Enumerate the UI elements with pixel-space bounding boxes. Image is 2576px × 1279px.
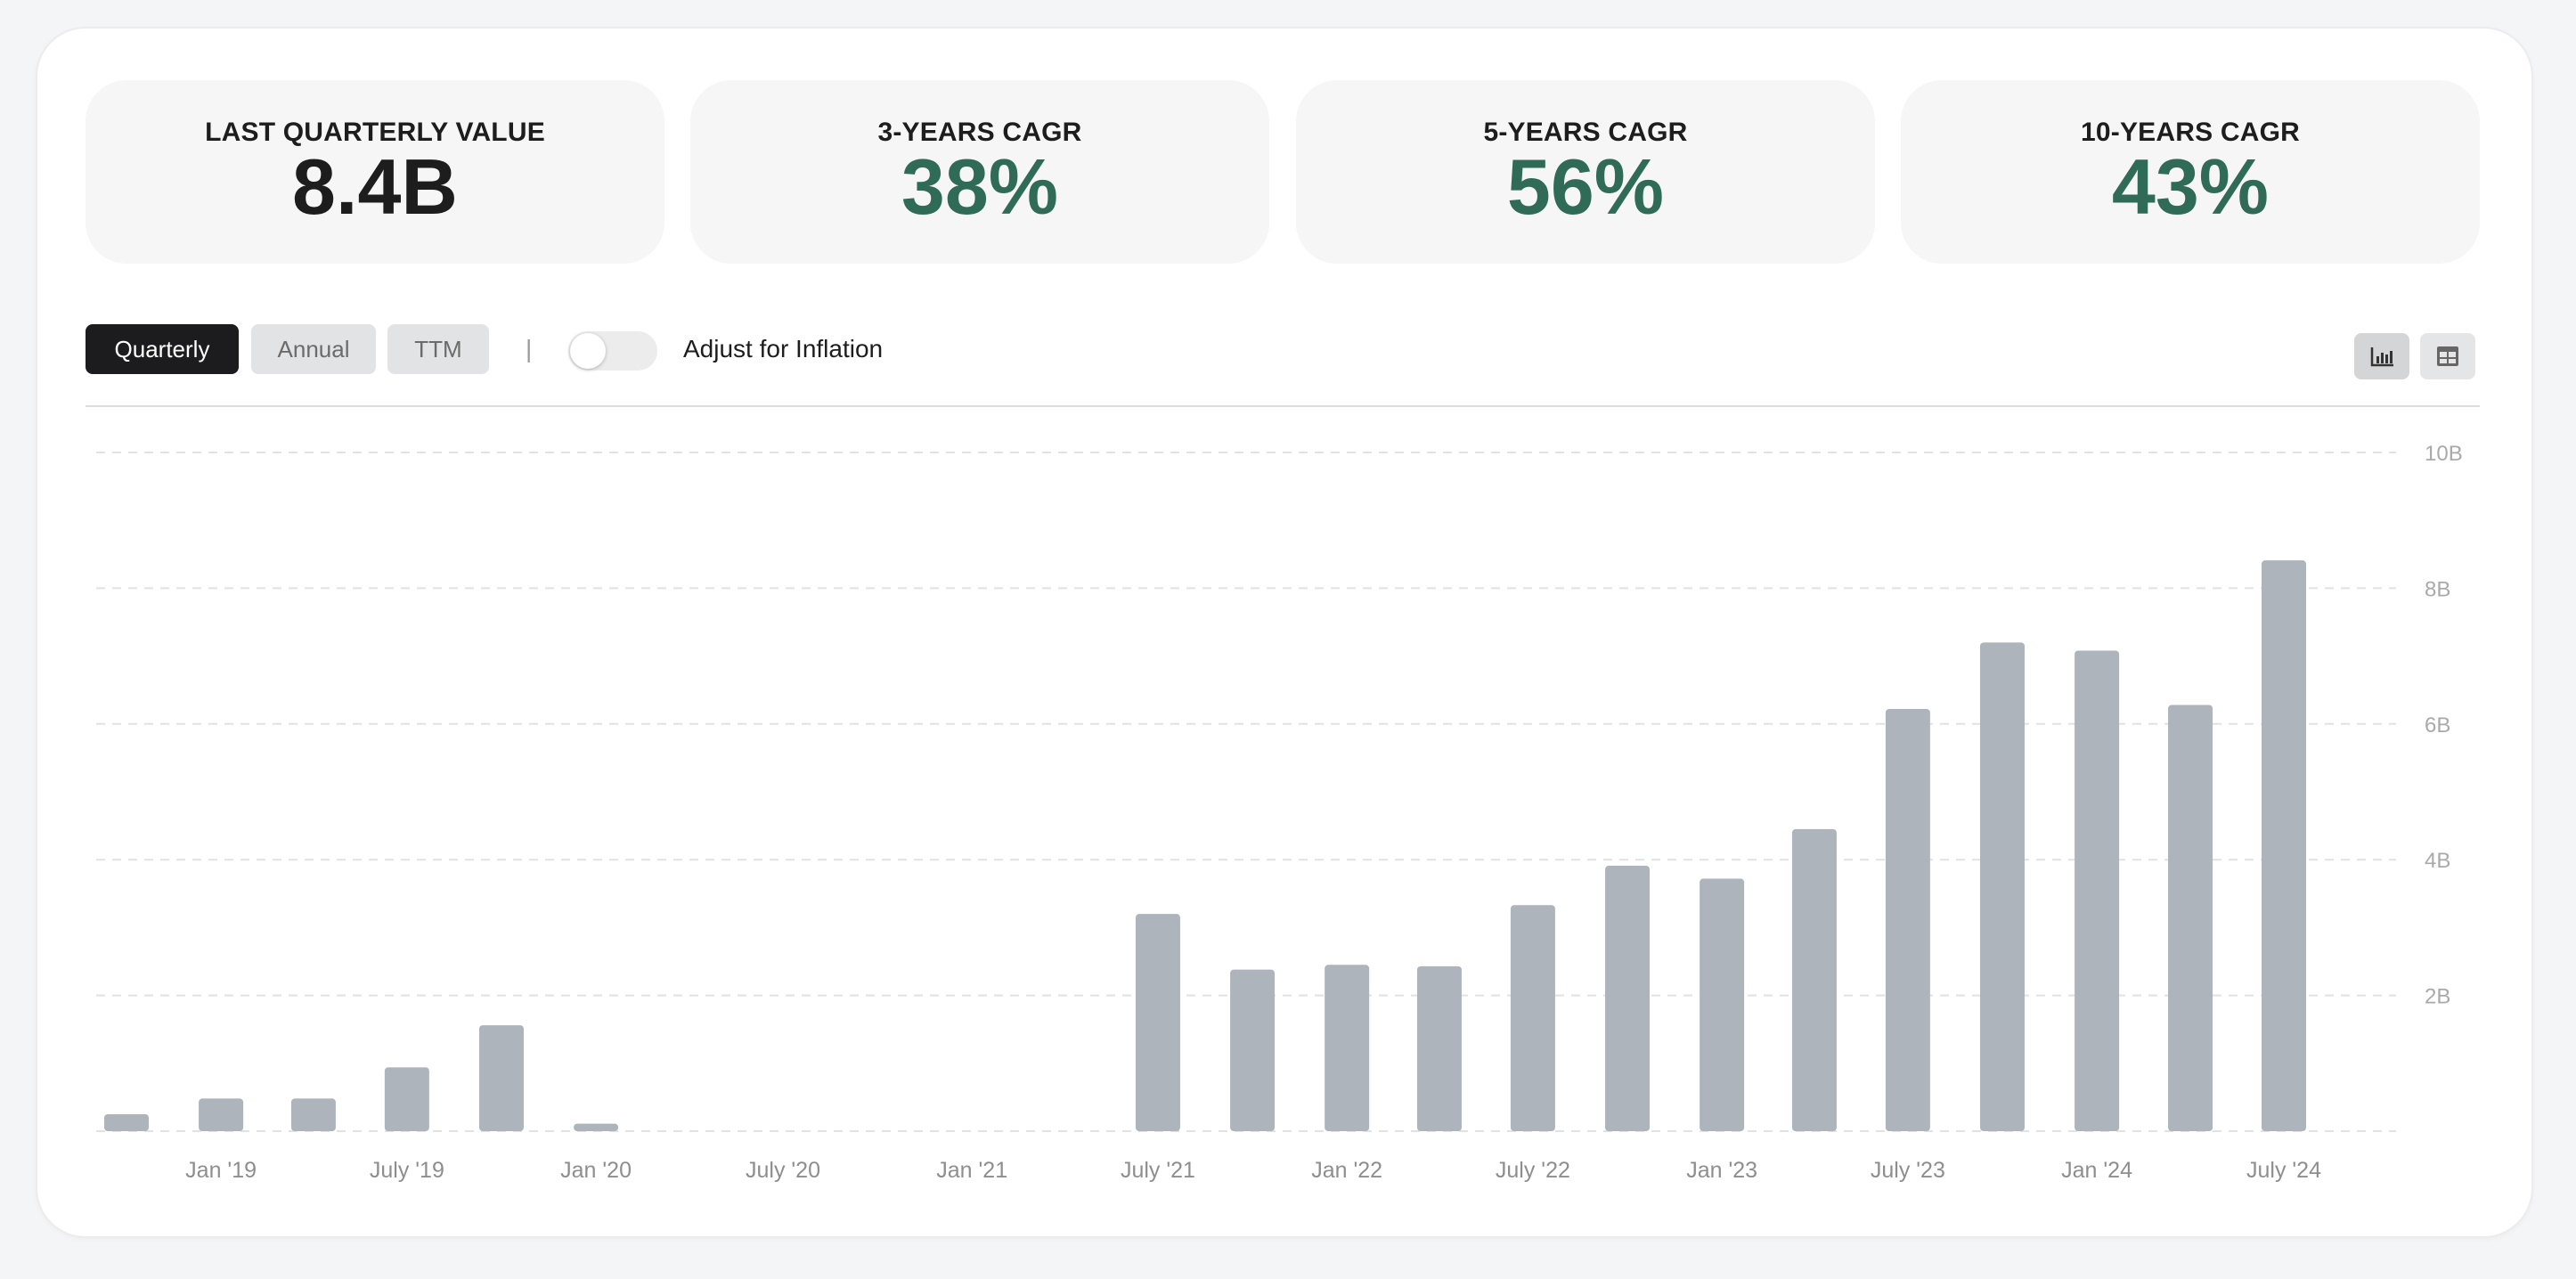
x-tick-label: July '19 bbox=[370, 1158, 444, 1183]
bar[interactable] bbox=[384, 1067, 429, 1131]
stat-label: 5-YEARS CAGR bbox=[1483, 118, 1688, 147]
stat-card-3y-cagr: 3-YEARS CAGR 38% bbox=[690, 80, 1269, 264]
chart-view-button[interactable] bbox=[2354, 333, 2409, 379]
table-icon bbox=[2437, 346, 2458, 366]
bar[interactable] bbox=[574, 1123, 619, 1131]
x-tick-label: Jan '22 bbox=[1311, 1158, 1382, 1183]
stat-value: 56% bbox=[1506, 143, 1665, 231]
controls-divider bbox=[86, 405, 2480, 407]
bar[interactable] bbox=[1885, 709, 1930, 1131]
bar[interactable] bbox=[1700, 878, 1745, 1131]
stat-card-5y-cagr: 5-YEARS CAGR 56% bbox=[1296, 80, 1875, 264]
stat-label: 3-YEARS CAGR bbox=[877, 118, 1082, 147]
toggle-knob bbox=[570, 333, 606, 369]
x-tick-label: Jan '19 bbox=[185, 1158, 257, 1183]
y-tick-label: 2B bbox=[2425, 985, 2450, 1009]
ttm-button[interactable]: TTM bbox=[387, 324, 489, 374]
x-tick-label: Jan '24 bbox=[2061, 1158, 2132, 1183]
stat-label: 10-YEARS CAGR bbox=[2081, 118, 2300, 147]
y-tick-label: 10B bbox=[2425, 442, 2463, 466]
x-tick-label: Jan '23 bbox=[1686, 1158, 1757, 1183]
y-tick-label: 4B bbox=[2425, 849, 2450, 873]
bar[interactable] bbox=[1230, 969, 1276, 1131]
bar[interactable] bbox=[199, 1098, 244, 1131]
bar[interactable] bbox=[2075, 650, 2120, 1131]
x-tick-label: July '23 bbox=[1871, 1158, 1945, 1183]
bar[interactable] bbox=[1510, 905, 1555, 1131]
stat-label: LAST QUARTERLY VALUE bbox=[205, 118, 545, 147]
table-view-button[interactable] bbox=[2420, 333, 2475, 379]
stat-value: 43% bbox=[2111, 143, 2270, 231]
y-tick-label: 6B bbox=[2425, 713, 2450, 737]
bar[interactable] bbox=[1416, 965, 1462, 1131]
bar[interactable] bbox=[1979, 642, 2025, 1131]
x-tick-label: Jan '21 bbox=[936, 1158, 1007, 1183]
stat-value: 8.4B bbox=[292, 143, 458, 231]
bar[interactable] bbox=[2262, 560, 2306, 1131]
quarterly-button[interactable]: Quarterly bbox=[86, 324, 239, 374]
x-tick-label: July '21 bbox=[1121, 1158, 1195, 1183]
x-tick-label: July '22 bbox=[1496, 1158, 1570, 1183]
annual-button[interactable]: Annual bbox=[251, 324, 376, 374]
bar[interactable] bbox=[1605, 866, 1651, 1131]
stat-value: 38% bbox=[901, 143, 1059, 231]
inflation-toggle[interactable] bbox=[568, 331, 657, 371]
x-tick-label: July '20 bbox=[746, 1158, 820, 1183]
bar[interactable] bbox=[2168, 705, 2213, 1131]
separator: | bbox=[526, 335, 533, 363]
stat-card-10y-cagr: 10-YEARS CAGR 43% bbox=[1901, 80, 2480, 264]
bar[interactable] bbox=[1325, 965, 1370, 1131]
y-tick-label: 8B bbox=[2425, 577, 2450, 601]
x-tick-label: Jan '20 bbox=[560, 1158, 632, 1183]
bar-chart-icon bbox=[2370, 347, 2393, 367]
inflation-toggle-label: Adjust for Inflation bbox=[683, 335, 884, 363]
bar[interactable] bbox=[290, 1098, 336, 1131]
bar[interactable] bbox=[1791, 828, 1837, 1131]
bar[interactable] bbox=[1135, 914, 1180, 1131]
x-tick-label: July '24 bbox=[2246, 1158, 2321, 1183]
stat-card-last-quarterly: LAST QUARTERLY VALUE 8.4B bbox=[86, 80, 664, 264]
bar[interactable] bbox=[104, 1113, 149, 1131]
bar[interactable] bbox=[478, 1025, 524, 1131]
